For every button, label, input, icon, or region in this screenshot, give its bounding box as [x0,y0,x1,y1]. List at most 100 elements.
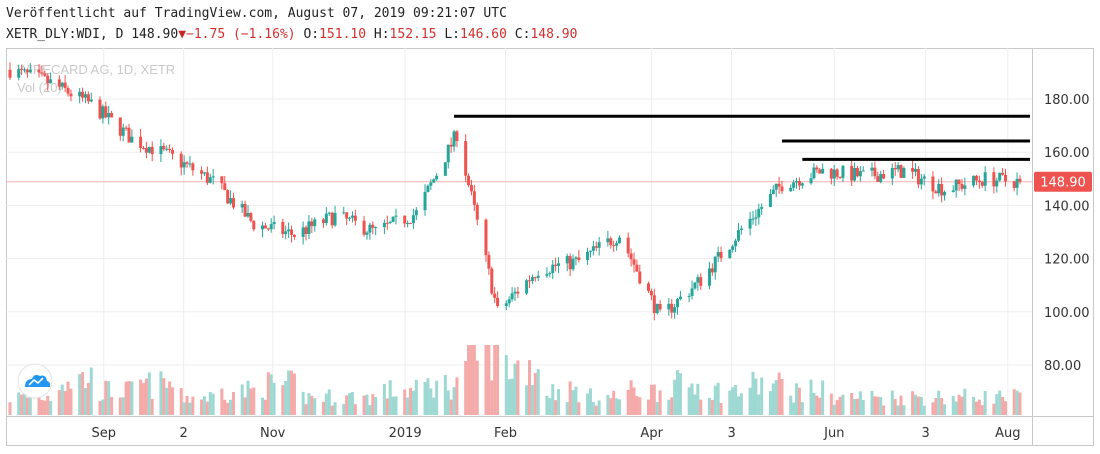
volume-bar [548,398,552,415]
tradingview-cloud-icon[interactable] [17,363,53,399]
volume-bar [382,384,386,415]
volume-bar [818,397,822,415]
volume-bar [922,405,926,415]
volume-bar [507,379,511,415]
candle-body [809,178,813,184]
candle-body [528,280,532,282]
candle-body [252,220,256,230]
candle-body [449,144,453,147]
candle-body [870,167,874,171]
volume-bar [452,387,456,415]
candle-body [676,299,680,308]
candle-body [43,73,47,76]
candle-body [287,229,291,232]
volume-bar [719,402,723,415]
candle-body [780,186,784,192]
candle-body [507,299,511,304]
volume-bar [528,360,532,415]
candle-body [995,180,999,187]
volume-bar [678,373,682,415]
volume-bar [171,387,175,415]
candle-body [284,231,288,235]
volume-bar [496,345,500,415]
last-price: 148.90 [131,27,179,42]
published-note: Veröffentlicht auf TradingView.com, Augu… [6,6,507,21]
candle-body [591,246,595,251]
candle-body [37,69,41,73]
candle-body [615,243,619,246]
candle-body [673,307,677,313]
volume-bar [202,396,206,415]
candle-body [429,182,433,186]
candle-body [768,193,772,208]
volume-bar [731,387,735,415]
candle-body [565,256,569,264]
volume-bar [586,393,590,415]
volume-bar [954,401,958,415]
candle-body [748,218,752,229]
volume-bar [536,369,540,415]
candle-body [577,257,581,260]
volume-bar [240,384,244,415]
candle-body [597,242,601,248]
candle-body [394,215,398,217]
badge-background [1034,171,1092,192]
candle-body [365,232,369,235]
volume-bar [609,398,613,415]
volume-bar [168,381,172,415]
low-value: 146.60 [460,27,507,42]
volume-bar [269,374,273,415]
candle-body [977,180,981,182]
candle-body [330,212,334,226]
volume-bar [8,402,12,415]
candle-body [406,223,410,225]
candle-body [554,264,558,266]
volume-bar [81,372,85,415]
volume-bar [513,363,517,415]
candle-body [182,162,186,168]
volume-bar [49,401,53,415]
volume-bar [850,392,854,415]
candle-body [118,117,122,136]
candle-body [1018,178,1022,182]
volume-bar [490,380,494,415]
volume-bar [617,399,621,415]
volume-bar [676,370,680,415]
volume-bar [147,372,151,415]
drawn-horizontal-lines[interactable] [454,114,1030,161]
candle-body [728,249,732,259]
volume-bar [142,383,146,415]
candle-body [292,234,296,237]
volume-bar [159,371,163,415]
candle-body [739,228,743,231]
candle-body [98,99,102,119]
volume-bar [792,402,796,415]
volume-bar [411,390,415,415]
volume-bar [86,382,90,415]
volume-bar [394,396,398,415]
volume-bar [104,380,108,415]
volume-bar [890,390,894,415]
candle-body [388,221,392,224]
candle-body [760,207,764,209]
candle-body [647,283,651,291]
candle-body [432,179,436,183]
volume-bar [310,395,314,415]
candle-body [1012,181,1016,188]
time-axis-labels: Sep 2 Nov 2019 Feb Apr 3 Jun 3 Aug [91,426,1020,441]
chart-frame [6,48,1094,446]
volume-bar [281,385,285,415]
time-tick-label: 3 [727,426,735,441]
candle-body [446,144,450,163]
candle-body [716,251,720,257]
candle-body [736,230,740,241]
candle-body [171,150,175,154]
close-label: C: [514,27,531,42]
volume-bar [879,397,883,415]
candle-body [452,131,456,147]
candle-body [240,203,244,208]
volume-bar [647,399,651,415]
volume-bar [530,384,534,415]
volume-bar [229,399,233,415]
